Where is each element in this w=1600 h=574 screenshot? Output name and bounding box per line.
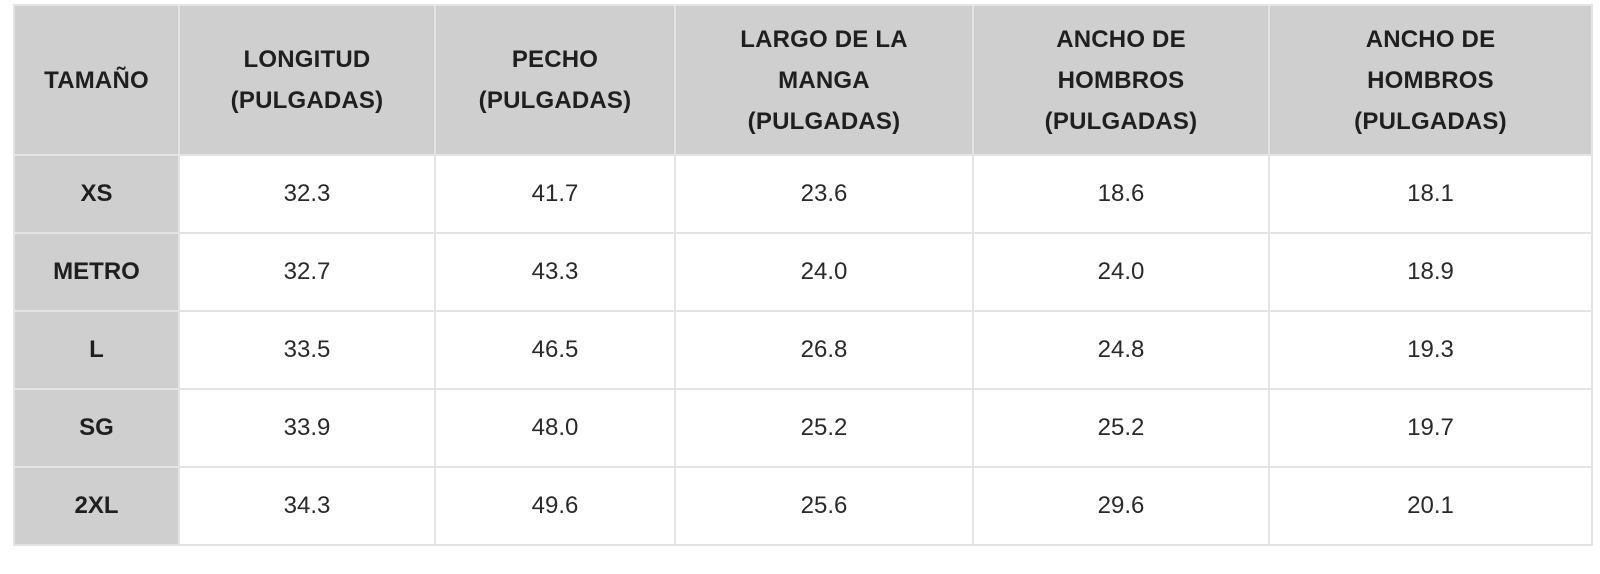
table-cell: 18.1	[1268, 154, 1593, 234]
table-cell: 24.0	[972, 232, 1270, 312]
table-cell: 23.6	[674, 154, 974, 234]
row-size-label: SG	[13, 388, 180, 468]
table-cell: 18.6	[972, 154, 1270, 234]
header-chest: PECHO (PULGADAS)	[434, 4, 676, 156]
table-row: XS 32.3 41.7 23.6 18.6 18.1	[13, 154, 1593, 234]
table-cell: 19.3	[1268, 310, 1593, 390]
header-length: LONGITUD (PULGADAS)	[178, 4, 436, 156]
table-cell: 20.1	[1268, 466, 1593, 546]
table-cell: 24.0	[674, 232, 974, 312]
table-cell: 19.7	[1268, 388, 1593, 468]
header-row: TAMAÑO LONGITUD (PULGADAS) PECHO (PULGAD…	[13, 4, 1593, 156]
table-cell: 26.8	[674, 310, 974, 390]
row-size-label: L	[13, 310, 180, 390]
table-cell: 25.2	[674, 388, 974, 468]
table-row: METRO 32.7 43.3 24.0 24.0 18.9	[13, 232, 1593, 312]
table-cell: 25.6	[674, 466, 974, 546]
header-size: TAMAÑO	[13, 4, 180, 156]
table-row: SG 33.9 48.0 25.2 25.2 19.7	[13, 388, 1593, 468]
table-row: 2XL 34.3 49.6 25.6 29.6 20.1	[13, 466, 1593, 546]
header-shoulder-width: ANCHO DE HOMBROS (PULGADAS)	[972, 4, 1270, 156]
row-size-label: METRO	[13, 232, 180, 312]
table-cell: 25.2	[972, 388, 1270, 468]
table-cell: 24.8	[972, 310, 1270, 390]
row-size-label: XS	[13, 154, 180, 234]
table-cell: 49.6	[434, 466, 676, 546]
table-cell: 32.3	[178, 154, 436, 234]
table-cell: 34.3	[178, 466, 436, 546]
size-table: TAMAÑO LONGITUD (PULGADAS) PECHO (PULGAD…	[13, 4, 1593, 546]
table-cell: 46.5	[434, 310, 676, 390]
header-sleeve-length: LARGO DE LA MANGA (PULGADAS)	[674, 4, 974, 156]
table-cell: 33.9	[178, 388, 436, 468]
table-cell: 41.7	[434, 154, 676, 234]
header-shoulder-width-2: ANCHO DE HOMBROS (PULGADAS)	[1268, 4, 1593, 156]
table-cell: 29.6	[972, 466, 1270, 546]
row-size-label: 2XL	[13, 466, 180, 546]
table-cell: 33.5	[178, 310, 436, 390]
table-cell: 18.9	[1268, 232, 1593, 312]
table-cell: 43.3	[434, 232, 676, 312]
table-cell: 48.0	[434, 388, 676, 468]
table-cell: 32.7	[178, 232, 436, 312]
size-chart: TAMAÑO LONGITUD (PULGADAS) PECHO (PULGAD…	[13, 4, 1593, 546]
table-row: L 33.5 46.5 26.8 24.8 19.3	[13, 310, 1593, 390]
